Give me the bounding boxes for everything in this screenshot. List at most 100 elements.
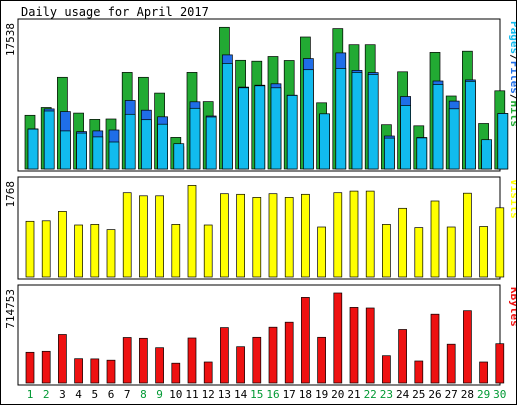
bar-kbytes-day-27 [446, 343, 456, 384]
bar-pages-day-12 [205, 116, 217, 170]
bar-visits-day-23 [382, 224, 391, 278]
x-tick-label-day-10: 10 [169, 388, 182, 401]
series-label-part: Files [508, 61, 516, 94]
bar-kbytes-day-25 [414, 360, 424, 384]
x-tick-label-day-17: 17 [283, 388, 296, 401]
x-tick-label-day-24: 24 [396, 388, 410, 401]
bar-pages-day-3 [60, 130, 71, 170]
bar-kbytes-day-9 [155, 347, 164, 384]
series-label-part: Pages [508, 21, 516, 54]
bar-visits-day-19 [317, 226, 326, 278]
series-label-part: / [508, 54, 516, 61]
x-tick-label-day-14: 14 [234, 388, 248, 401]
ymax-label-visits: 1768 [4, 181, 17, 208]
bar-visits-day-9 [155, 195, 164, 278]
bar-kbytes-day-24 [398, 329, 407, 384]
bar-visits-day-30 [495, 207, 505, 278]
bar-visits-day-5 [90, 224, 100, 278]
bar-pages-day-20 [335, 68, 347, 170]
series-label-part: Hits [508, 101, 516, 128]
series-label-visits: Visits [508, 179, 516, 219]
x-tick-label-day-16: 16 [266, 388, 279, 401]
bar-visits-day-8 [139, 195, 148, 278]
x-tick-label-day-15: 15 [250, 388, 263, 401]
x-tick-label-day-29: 29 [477, 388, 490, 401]
bar-visits-day-12 [203, 224, 213, 278]
bar-kbytes-day-11 [187, 337, 197, 384]
bar-kbytes-day-12 [203, 361, 213, 384]
x-tick-label-day-27: 27 [445, 388, 458, 401]
bar-pages-day-9 [157, 123, 168, 170]
bar-visits-day-20 [333, 192, 343, 278]
series-label-part: / [508, 94, 516, 101]
bar-visits-day-14 [236, 193, 245, 278]
bar-kbytes-day-7 [122, 337, 132, 384]
x-tick-label-day-19: 19 [315, 388, 328, 401]
bar-kbytes-day-6 [106, 359, 116, 384]
ymax-label-pages_files_hits: 17538 [4, 23, 17, 56]
bar-kbytes-day-20 [333, 292, 343, 384]
bar-visits-day-6 [106, 229, 116, 278]
x-tick-label-day-18: 18 [299, 388, 312, 401]
bar-pages-day-11 [189, 107, 201, 170]
bar-visits-day-2 [41, 220, 51, 278]
bar-kbytes-day-22 [365, 307, 375, 384]
x-tick-label-day-5: 5 [91, 388, 98, 401]
bar-pages-day-30 [497, 113, 509, 170]
bar-pages-day-6 [108, 141, 120, 170]
bar-pages-day-22 [367, 74, 379, 170]
series-label-pages_files_hits: Pages/Files/Hits [508, 21, 516, 127]
bar-kbytes-day-15 [252, 336, 262, 384]
bar-kbytes-day-21 [349, 307, 359, 384]
chart-title: Daily usage for April 2017 [21, 5, 209, 19]
x-tick-label-day-26: 26 [428, 388, 441, 401]
bar-pages-day-4 [76, 132, 87, 170]
ymax-label-kbytes: 714753 [4, 289, 17, 329]
x-tick-label-day-25: 25 [412, 388, 425, 401]
bar-pages-day-2 [43, 110, 55, 170]
bar-kbytes-day-1 [25, 351, 35, 384]
bar-visits-day-4 [74, 224, 83, 278]
bar-kbytes-day-16 [268, 326, 278, 384]
bar-kbytes-day-10 [171, 362, 181, 384]
x-tick-label-day-12: 12 [202, 388, 215, 401]
bar-kbytes-day-19 [317, 336, 326, 384]
bar-pages-day-18 [303, 69, 314, 170]
bar-pages-day-1 [27, 128, 39, 170]
bar-visits-day-16 [268, 193, 278, 278]
x-tick-label-day-3: 3 [59, 388, 66, 401]
bar-pages-day-7 [124, 113, 136, 170]
bar-pages-day-13 [222, 63, 233, 170]
bar-visits-day-22 [365, 190, 375, 278]
bar-kbytes-day-4 [74, 358, 83, 384]
bar-visits-day-27 [446, 226, 456, 278]
bar-visits-day-10 [171, 224, 181, 278]
bar-kbytes-day-2 [41, 350, 51, 384]
bar-visits-day-7 [122, 192, 132, 278]
bar-visits-day-29 [479, 226, 488, 278]
bar-visits-day-15 [252, 197, 262, 278]
bar-pages-day-10 [173, 143, 185, 170]
bar-pages-day-21 [351, 72, 363, 170]
x-tick-label-day-7: 7 [124, 388, 131, 401]
bar-kbytes-day-28 [463, 310, 472, 384]
x-tick-label-day-23: 23 [380, 388, 393, 401]
bar-visits-day-11 [187, 185, 197, 278]
x-tick-label-day-11: 11 [185, 388, 198, 401]
bar-kbytes-day-26 [430, 313, 440, 384]
bar-pages-day-16 [270, 87, 282, 170]
bar-visits-day-24 [398, 207, 407, 278]
x-tick-label-day-9: 9 [156, 388, 163, 401]
bar-kbytes-day-23 [382, 355, 391, 384]
x-tick-label-day-13: 13 [218, 388, 231, 401]
series-label-part: Visits [508, 179, 516, 219]
bar-pages-day-5 [92, 136, 104, 170]
series-label-kbytes: KBytes [508, 287, 516, 327]
bar-kbytes-day-30 [495, 343, 505, 384]
bar-kbytes-day-5 [90, 358, 100, 384]
bar-pages-day-24 [400, 105, 411, 170]
bar-pages-day-19 [319, 113, 330, 170]
bar-pages-day-14 [238, 87, 249, 170]
